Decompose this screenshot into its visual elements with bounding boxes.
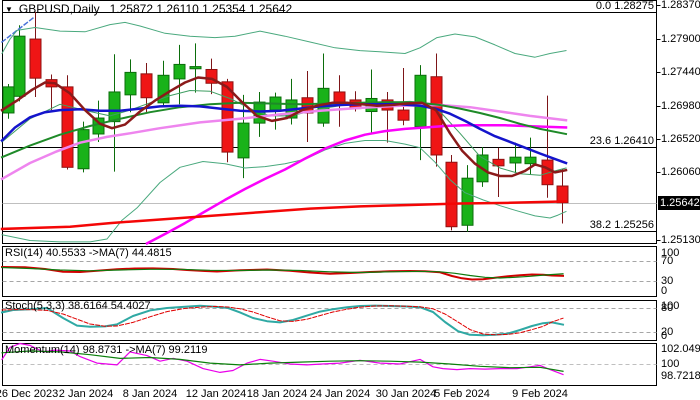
stoch-scale-label: 100 (661, 299, 680, 312)
stoch-signal (1, 305, 564, 336)
chart-title-bar: ▼ GBPUSD,Daily 1.25872 1.26110 1.25354 1.2… (5, 2, 292, 16)
time-axis-label: 18 Jan 2024 (246, 388, 308, 400)
stoch-indicator-label: Stoch(5,3,3) 38.6164 54.4027 (5, 300, 151, 312)
price-axis-label: 1.28370 (661, 0, 700, 11)
price-axis-label: 1.26520 (661, 133, 700, 145)
rsi-scale-label: 0 (661, 284, 668, 297)
candle-down (445, 161, 458, 228)
ma-blue (0, 103, 568, 165)
candle-down (140, 73, 153, 99)
time-axis-label: 8 Jan 2024 (122, 388, 178, 400)
price-axis-label: 1.27900 (661, 33, 700, 45)
momentum-indicator-label: Momentum(14) 98.8731 ->MA(7) 99.2119 (5, 344, 208, 356)
time-axis-label: 26 Dec 2023 (0, 388, 59, 400)
candle-up (13, 35, 26, 97)
momentum-scale-label: 98.7218 (661, 369, 700, 382)
candle-down (221, 81, 234, 153)
candle-up (108, 91, 121, 123)
time-axis-label: 30 Jan 2024 (375, 388, 437, 400)
chart-menu-arrow-icon[interactable]: ▼ (5, 5, 13, 14)
candle-up (173, 63, 186, 80)
ma-green (0, 101, 568, 159)
time-axis-label: 2 Jan 2024 (58, 388, 114, 400)
candle-down (397, 109, 410, 121)
fib-label-0-0: 0.0 1.28275 (595, 0, 654, 12)
candle-up (237, 122, 250, 159)
candle-up (2, 86, 15, 114)
candle-up (124, 71, 137, 96)
candle-down (492, 158, 505, 167)
current-price-badge: 1.25642 (658, 196, 700, 210)
price-axis-label: 1.25130 (661, 234, 700, 246)
momentum-ma (1, 350, 564, 372)
rsi-ma (1, 266, 564, 279)
candle-up (157, 74, 170, 104)
candle-up (414, 74, 427, 128)
ma-red-200 (0, 200, 568, 231)
rsi-scale-label: 30 (661, 275, 674, 287)
candle-down (333, 91, 346, 104)
time-axis-label: 12 Jan 2024 (185, 388, 247, 400)
stoch-scale-label: 80 (661, 302, 674, 314)
ma-magenta (145, 124, 568, 246)
candle-down (29, 38, 42, 79)
momentum-scale-label: 102.0494 (661, 342, 700, 355)
candle-up (461, 177, 474, 226)
fib-label-38-2: 38.2 1.25256 (589, 219, 654, 231)
trendline-dash (0, 16, 36, 44)
ma-maroon-fast (0, 76, 568, 178)
rsi-scale-label: 70 (661, 255, 674, 267)
rsi-indicator-label: RSI(14) 40.5533 ->MA(7) 44.4815 (5, 247, 172, 259)
fib-label-23-6: 23.6 1.26410 (589, 135, 654, 147)
stoch-scale-label: 20 (661, 326, 674, 338)
bollinger-upper (1, 21, 567, 58)
stoch-main (0, 304, 565, 337)
stoch-panel-frame (2, 300, 657, 341)
time-axis-label: 9 Feb 2024 (512, 388, 568, 400)
price-axis-label: 1.26060 (661, 166, 700, 178)
time-axis-label: 5 Feb 2024 (434, 388, 490, 400)
price-axis-label: 1.26980 (661, 100, 700, 112)
momentum-scale-label: 100 (661, 358, 680, 370)
chart-symbol-period: GBPUSD,Daily (18, 2, 100, 16)
candle-down (205, 68, 218, 84)
time-axis-label: 24 Jan 2024 (309, 388, 371, 400)
candle-up (189, 66, 202, 70)
price-axis-label: 1.27440 (661, 66, 700, 78)
stoch-scale-label: 0 (661, 329, 668, 342)
rsi-scale-label: 100 (661, 246, 680, 259)
candle-up (77, 129, 90, 170)
chart-ohlc-values: 1.25872 1.26110 1.25354 1.25642 (109, 2, 293, 16)
candle-up (524, 156, 537, 165)
candle-down (430, 76, 443, 156)
candle-up (509, 156, 522, 164)
candle-down (61, 86, 74, 168)
